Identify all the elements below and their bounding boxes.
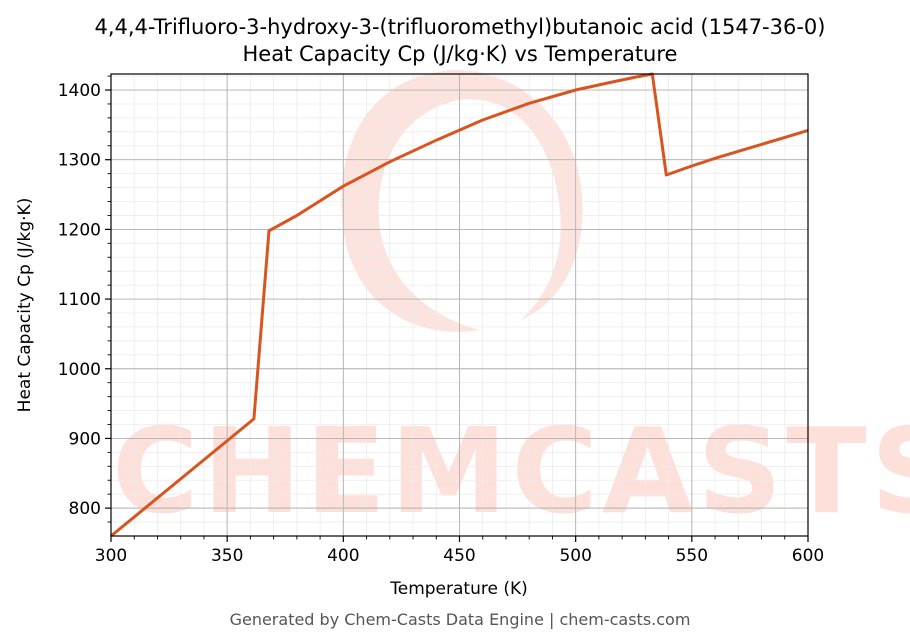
y-tick-label: 1300 [58, 151, 101, 171]
x-tick-label: 500 [559, 546, 591, 566]
x-tick-label: 450 [443, 546, 475, 566]
chart-subtitle: Heat Capacity Cp (J/kg·K) vs Temperature [243, 42, 678, 66]
y-axis-label: Heat Capacity Cp (J/kg·K) [15, 198, 35, 413]
x-tick-label: 300 [95, 546, 127, 566]
y-tick-label: 1100 [58, 290, 101, 310]
watermark: CHEMCASTS [112, 70, 910, 540]
y-axis: 800 900 1000 1100 1200 1300 1400 [58, 75, 111, 523]
footer-credit: Generated by Chem-Casts Data Engine | ch… [230, 610, 691, 629]
y-tick-label: 800 [69, 499, 101, 519]
x-tick-label: 400 [327, 546, 359, 566]
x-tick-label: 350 [211, 546, 243, 566]
y-tick-label: 900 [69, 429, 101, 449]
watermark-text: CHEMCASTS [112, 402, 910, 540]
x-axis: 300 350 400 450 500 550 600 [95, 536, 824, 566]
series-line [110, 72, 809, 538]
y-tick-label: 1200 [58, 220, 101, 240]
x-axis-label: Temperature (K) [389, 579, 528, 599]
chart-title: 4,4,4-Trifluoro-3-hydroxy-3-(trifluorome… [94, 15, 825, 39]
y-tick-label: 1400 [58, 81, 101, 101]
watermark-logo-swirl [341, 70, 583, 332]
x-tick-label: 550 [676, 546, 708, 566]
x-tick-label: 600 [792, 546, 824, 566]
y-tick-label: 1000 [58, 360, 101, 380]
